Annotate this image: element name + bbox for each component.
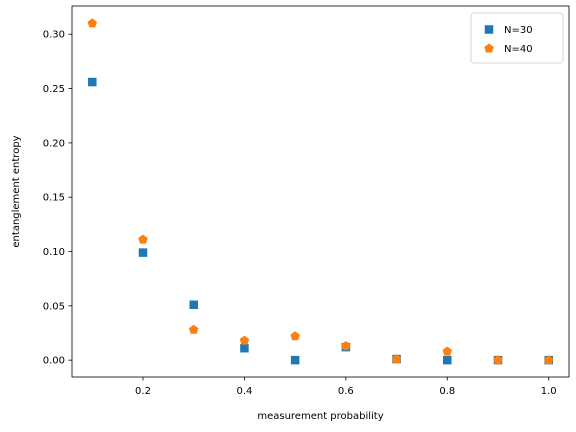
- y-tick-label: 0.10: [43, 247, 65, 258]
- data-point: [341, 341, 351, 351]
- data-point: [87, 18, 98, 28]
- y-tick-label: 0.25: [43, 84, 65, 95]
- x-tick-label: 1.0: [541, 386, 557, 397]
- data-point: [240, 343, 249, 353]
- plot-area: [72, 6, 569, 377]
- x-axis-ticks: 0.2 0.4 0.6 0.8 1.0: [135, 377, 557, 397]
- data-point: [493, 355, 503, 365]
- data-points: [87, 18, 554, 365]
- legend-label: N=40: [504, 44, 533, 55]
- y-tick-label: 0.20: [43, 138, 65, 149]
- data-point: [239, 335, 250, 345]
- x-axis-label: measurement probability: [257, 411, 383, 422]
- data-point: [543, 355, 554, 365]
- data-point: [188, 324, 199, 334]
- legend-marker: [484, 43, 494, 53]
- y-tick-label: 0.05: [43, 301, 65, 312]
- y-tick-label: 0.30: [43, 30, 65, 41]
- legend-marker: [484, 25, 494, 34]
- legend-label: N=30: [504, 25, 533, 36]
- legend: N=30 N=40: [470, 12, 564, 64]
- y-tick-label: 0.15: [43, 193, 65, 204]
- data-point: [442, 346, 453, 356]
- series-N=40: [87, 18, 554, 365]
- y-tick-label: 0.00: [43, 356, 65, 367]
- data-point: [443, 355, 452, 365]
- data-point: [290, 355, 300, 365]
- data-point: [138, 234, 148, 244]
- data-point: [88, 77, 97, 87]
- y-axis-ticks: 0.00 0.05 0.10 0.15 0.20 0.25 0.30: [43, 30, 72, 367]
- data-point: [290, 331, 300, 341]
- x-tick-label: 0.8: [439, 386, 455, 397]
- x-tick-label: 0.4: [236, 386, 252, 397]
- data-point: [189, 300, 198, 310]
- data-point: [391, 354, 402, 364]
- legend-frame: [470, 12, 564, 64]
- x-tick-label: 0.2: [135, 386, 151, 397]
- data-point: [138, 248, 148, 257]
- x-tick-label: 0.6: [338, 386, 354, 397]
- y-axis-label: entanglement entropy: [11, 135, 22, 247]
- plot-frame: [71, 5, 570, 378]
